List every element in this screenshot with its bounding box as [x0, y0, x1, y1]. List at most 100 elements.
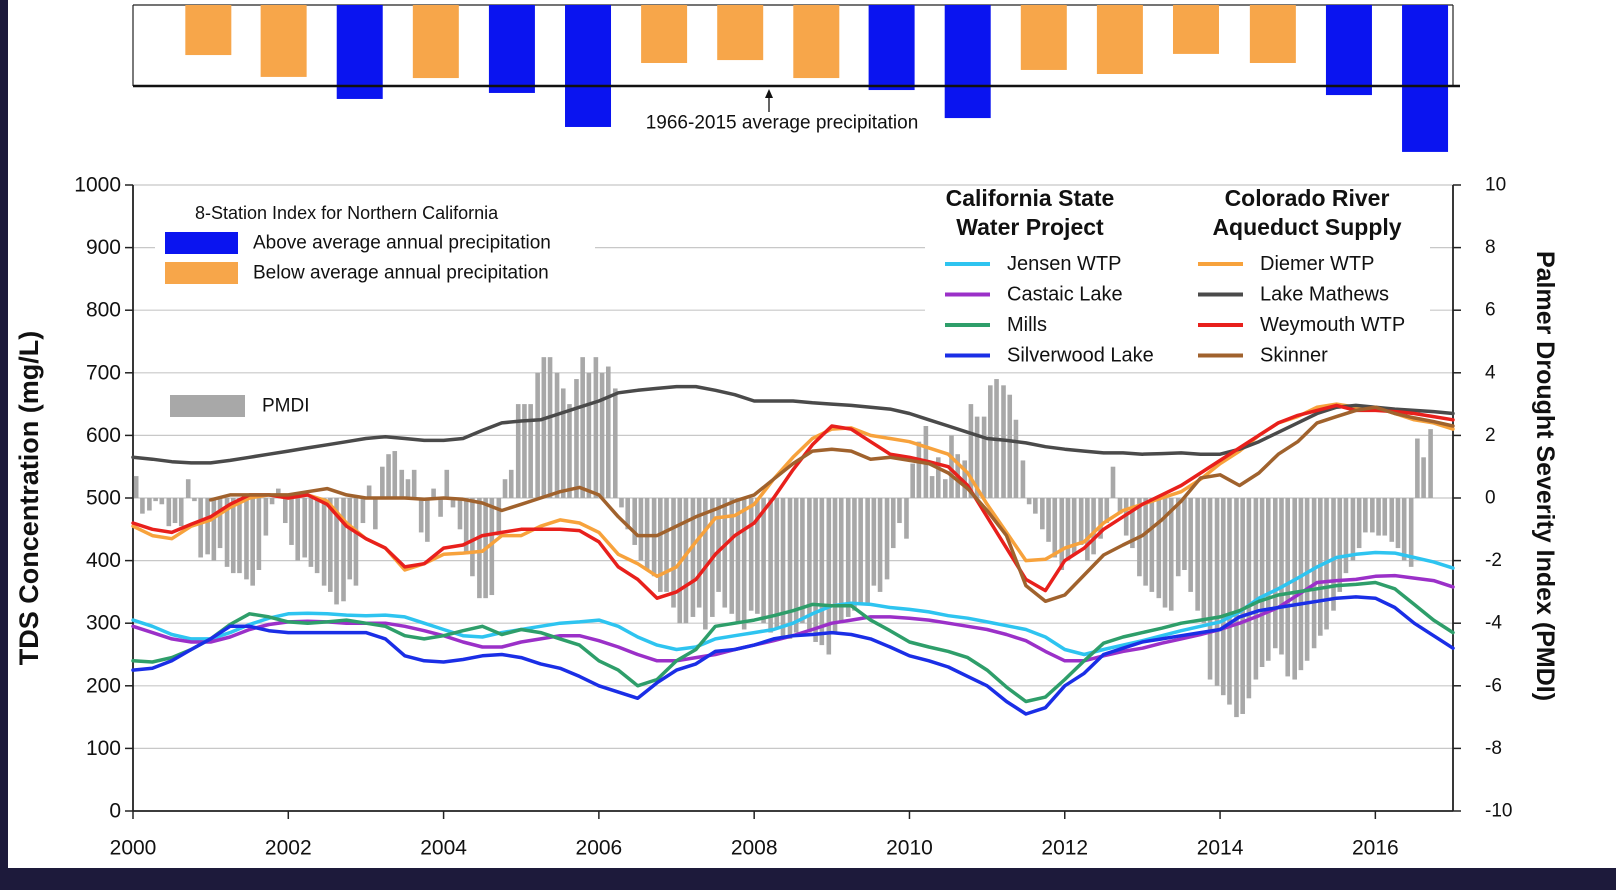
pmdi-bar	[256, 498, 262, 570]
y-tick-label: 900	[86, 236, 121, 259]
pmdi-bar	[1104, 498, 1110, 524]
y2-tick-label: 10	[1485, 175, 1506, 196]
pmdi-bar	[664, 498, 669, 592]
pmdi-bar	[314, 498, 320, 574]
pmdi-bar	[399, 469, 405, 498]
pmdi-bar	[1415, 438, 1420, 498]
pmdi-bar	[547, 357, 553, 498]
legend-label: Silverwood Lake	[1007, 345, 1154, 367]
series-line	[208, 405, 1455, 604]
pmdi-bar	[1214, 498, 1220, 686]
pmdi-bar	[353, 498, 359, 586]
precip-bar	[412, 5, 459, 79]
pmdi-bar	[302, 498, 307, 558]
pmdi-bar	[741, 498, 747, 630]
pmdi-bar	[1020, 460, 1026, 498]
pmdi-bar	[153, 498, 158, 502]
pmdi-bar	[807, 498, 812, 633]
y-tick-label: 300	[86, 612, 121, 635]
precip-bar	[1172, 5, 1219, 54]
pmdi-bar	[852, 498, 857, 611]
precip-bar	[944, 5, 991, 119]
panel	[8, 0, 1616, 868]
pmdi-bar	[1046, 498, 1051, 542]
pmdi-bar	[1343, 498, 1349, 574]
y-axis-title: TDS Concentration (mg/L)	[14, 331, 44, 665]
pmdi-bar	[1279, 498, 1284, 655]
pmdi-bar	[755, 498, 760, 614]
series-line	[131, 403, 1455, 600]
x-tick-label: 2006	[576, 837, 623, 860]
pmdi-bar	[1356, 498, 1362, 549]
pmdi-bar	[411, 469, 417, 498]
x-tick-label: 2014	[1197, 837, 1244, 860]
legend-label: Lake Mathews	[1260, 284, 1389, 306]
precip-bar	[260, 5, 307, 77]
pmdi-bar	[295, 498, 301, 561]
pmdi-bar	[1304, 498, 1310, 661]
legend-background	[925, 189, 1430, 371]
pmdi-bar	[341, 498, 346, 602]
pmdi-bar	[1040, 498, 1045, 530]
y-tick-label: 600	[86, 424, 121, 447]
pmdi-bar	[858, 498, 863, 605]
y2-tick-label: -4	[1485, 613, 1502, 634]
pmdi-bar	[159, 498, 165, 505]
pmdi-bar	[328, 498, 333, 592]
pmdi-bar	[838, 498, 844, 624]
pmdi-bar	[185, 479, 191, 498]
pmdi-bar	[1350, 498, 1356, 561]
y2-tick-label: -6	[1485, 675, 1502, 696]
pmdi-bar	[865, 498, 870, 605]
pmdi-bar	[282, 498, 288, 524]
pmdi-bar	[1013, 419, 1019, 498]
legend-label: Above average annual precipitation	[253, 233, 551, 254]
pmdi-bar	[1272, 498, 1278, 649]
pmdi-bar	[1395, 498, 1401, 549]
x-tick-label: 2012	[1041, 837, 1088, 860]
pmdi-bar	[567, 404, 572, 498]
annotation: 1966-2015 average precipitation	[646, 113, 919, 134]
pmdi-bar	[147, 498, 152, 511]
pmdi-bar	[269, 498, 275, 505]
y-tick-label: 400	[86, 549, 121, 572]
legend-label: Diemer WTP	[1260, 253, 1374, 275]
pmdi-bar	[554, 372, 560, 498]
pmdi-bar	[735, 498, 741, 624]
pmdi-bar	[916, 441, 922, 498]
pmdi-bar	[1253, 498, 1259, 680]
precip-bar	[641, 5, 688, 63]
pmdi-bar	[347, 498, 353, 580]
pmdi-bar	[910, 463, 915, 498]
pmdi-bar	[716, 498, 721, 592]
pmdi-bar	[949, 435, 954, 498]
series-line	[131, 595, 1455, 716]
pmdi-bar	[244, 498, 249, 580]
precip-bar	[868, 5, 915, 91]
pmdi-bar	[619, 498, 624, 508]
pmdi-bar	[1143, 498, 1148, 586]
precip-bar	[488, 5, 535, 93]
pmdi-bar	[761, 498, 766, 624]
pmdi-bar	[845, 498, 851, 617]
precip-bar	[793, 5, 840, 79]
x-tick-label: 2002	[265, 837, 312, 860]
pmdi-bar	[580, 357, 585, 498]
y2-tick-label: 4	[1485, 362, 1496, 383]
pmdi-bar	[793, 498, 799, 633]
precip-bar	[336, 5, 383, 99]
pmdi-bar	[1246, 498, 1252, 699]
precip-bar	[1325, 5, 1372, 96]
pmdi-bar	[1085, 498, 1090, 561]
pmdi-bar	[890, 498, 896, 549]
pmdi-bar	[172, 498, 178, 524]
pmdi-bar	[1331, 498, 1336, 611]
pmdi-bar	[593, 357, 599, 498]
y2-tick-label: -2	[1485, 550, 1502, 571]
y-tick-label: 500	[86, 487, 121, 510]
precip-bar	[1402, 5, 1449, 152]
pmdi-bar	[929, 476, 935, 498]
pmdi-bar	[632, 498, 637, 545]
pmdi-bar	[1052, 498, 1058, 558]
